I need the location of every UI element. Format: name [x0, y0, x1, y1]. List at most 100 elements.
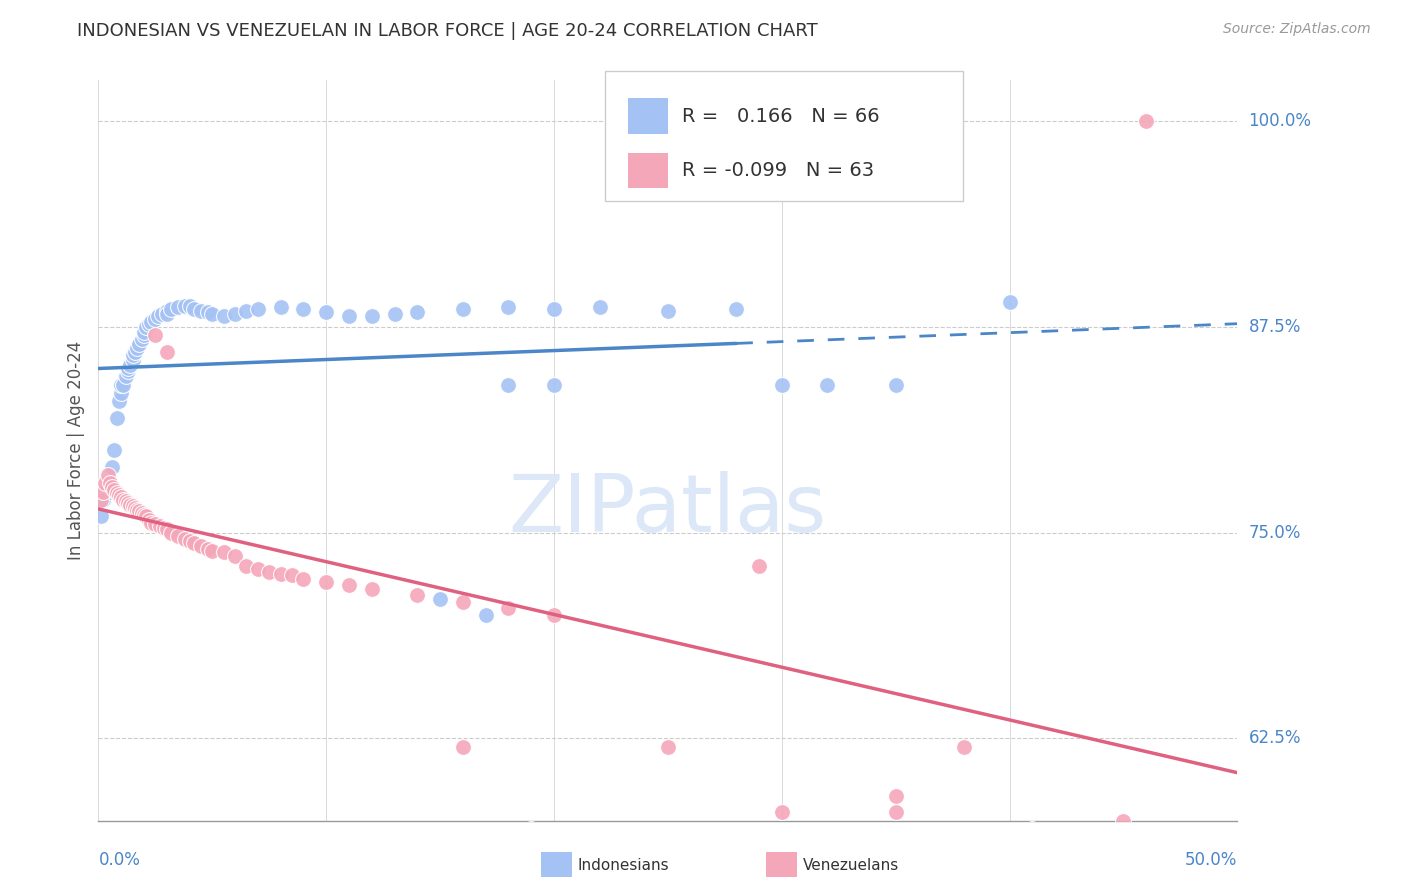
Point [135, 509, 157, 524]
Point [183, 535, 205, 549]
Point [406, 305, 429, 319]
Point [94, 484, 117, 499]
Point [117, 364, 139, 378]
Point [149, 519, 172, 533]
Point [124, 344, 146, 359]
Text: 50.0%: 50.0% [1185, 851, 1237, 869]
Point [112, 492, 135, 507]
Y-axis label: In Labor Force | Age 20-24: In Labor Force | Age 20-24 [66, 341, 84, 560]
Point [224, 549, 246, 563]
Point [128, 504, 150, 518]
Point [429, 591, 451, 606]
Point [110, 377, 132, 392]
Point [270, 566, 292, 581]
Point [474, 607, 496, 622]
Point [105, 486, 128, 500]
Point [156, 523, 179, 537]
Point [190, 539, 212, 553]
Point [98, 476, 121, 491]
Point [146, 309, 169, 323]
Point [150, 307, 173, 321]
Point [160, 301, 183, 316]
Point [657, 303, 679, 318]
Point [156, 344, 179, 359]
Point [315, 575, 337, 590]
Point [224, 307, 246, 321]
Text: 100.0%: 100.0% [1249, 112, 1312, 130]
Point [110, 490, 132, 504]
Point [197, 542, 219, 557]
Point [108, 394, 131, 409]
Point [212, 545, 235, 559]
Point [138, 512, 160, 526]
Point [145, 311, 167, 326]
Point [770, 377, 793, 392]
Point [112, 377, 135, 392]
Point [657, 739, 679, 754]
Point [725, 301, 748, 316]
Text: R = -0.099   N = 63: R = -0.099 N = 63 [682, 161, 875, 180]
Point [110, 385, 132, 400]
Point [884, 789, 907, 803]
Point [101, 480, 124, 494]
Point [131, 332, 153, 346]
Point [212, 309, 235, 323]
Point [543, 377, 565, 392]
Text: R =   0.166   N = 66: R = 0.166 N = 66 [682, 107, 880, 126]
Point [451, 595, 474, 609]
Point [121, 353, 143, 368]
Point [884, 377, 907, 392]
Point [360, 309, 382, 323]
Point [91, 492, 114, 507]
Point [337, 309, 360, 323]
Point [498, 601, 520, 615]
Point [292, 301, 315, 316]
Point [179, 533, 201, 548]
Text: 0.0%: 0.0% [98, 851, 141, 869]
Point [124, 501, 146, 516]
Point [167, 529, 190, 543]
Point [179, 299, 201, 313]
Point [121, 500, 143, 514]
Point [94, 476, 117, 491]
Point [101, 459, 124, 474]
Text: Source: ZipAtlas.com: Source: ZipAtlas.com [1223, 22, 1371, 37]
Point [120, 358, 142, 372]
Point [103, 483, 125, 497]
Text: ZIPatlas: ZIPatlas [509, 471, 827, 549]
Point [998, 295, 1021, 310]
Point [103, 443, 125, 458]
Point [114, 494, 136, 508]
Point [108, 488, 131, 502]
Point [145, 517, 167, 532]
Point [337, 578, 360, 592]
Point [315, 305, 337, 319]
Point [121, 348, 143, 362]
Point [139, 315, 162, 329]
Point [520, 822, 543, 836]
Point [117, 496, 139, 510]
Point [884, 805, 907, 820]
Point [543, 301, 565, 316]
Point [953, 739, 976, 754]
Point [98, 476, 121, 491]
Point [132, 328, 155, 343]
Text: 75.0%: 75.0% [1249, 524, 1301, 541]
Point [235, 303, 257, 318]
Text: INDONESIAN VS VENEZUELAN IN LABOR FORCE | AGE 20-24 CORRELATION CHART: INDONESIAN VS VENEZUELAN IN LABOR FORCE … [77, 22, 818, 40]
Point [132, 325, 155, 339]
Text: Venezuelans: Venezuelans [803, 858, 898, 872]
Point [770, 805, 793, 820]
Point [190, 303, 212, 318]
Point [90, 509, 112, 524]
Point [235, 558, 257, 573]
Text: Indonesians: Indonesians [578, 858, 669, 872]
Point [270, 301, 292, 315]
Point [145, 328, 167, 343]
Point [174, 299, 197, 313]
Point [281, 568, 304, 582]
Point [90, 492, 112, 507]
Point [1021, 822, 1043, 836]
Point [138, 317, 160, 331]
Point [451, 739, 474, 754]
